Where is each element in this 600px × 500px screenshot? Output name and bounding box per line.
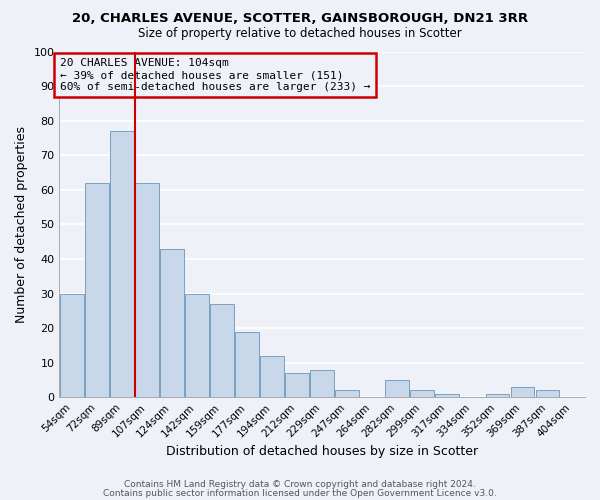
Text: Contains public sector information licensed under the Open Government Licence v3: Contains public sector information licen… bbox=[103, 488, 497, 498]
Y-axis label: Number of detached properties: Number of detached properties bbox=[15, 126, 28, 323]
Bar bbox=[310, 370, 334, 397]
Bar bbox=[260, 356, 284, 397]
Bar bbox=[511, 387, 535, 397]
Text: Contains HM Land Registry data © Crown copyright and database right 2024.: Contains HM Land Registry data © Crown c… bbox=[124, 480, 476, 489]
Bar bbox=[135, 183, 159, 397]
Bar bbox=[85, 183, 109, 397]
Bar bbox=[160, 248, 184, 397]
Bar bbox=[410, 390, 434, 397]
Text: Size of property relative to detached houses in Scotter: Size of property relative to detached ho… bbox=[138, 28, 462, 40]
Bar bbox=[285, 373, 309, 397]
X-axis label: Distribution of detached houses by size in Scotter: Distribution of detached houses by size … bbox=[166, 444, 478, 458]
Bar bbox=[110, 131, 134, 397]
Bar bbox=[185, 294, 209, 397]
Bar bbox=[385, 380, 409, 397]
Bar bbox=[436, 394, 459, 397]
Bar bbox=[210, 304, 234, 397]
Bar bbox=[60, 294, 84, 397]
Bar bbox=[235, 332, 259, 397]
Bar bbox=[335, 390, 359, 397]
Text: 20 CHARLES AVENUE: 104sqm
← 39% of detached houses are smaller (151)
60% of semi: 20 CHARLES AVENUE: 104sqm ← 39% of detac… bbox=[60, 58, 370, 92]
Bar bbox=[485, 394, 509, 397]
Text: 20, CHARLES AVENUE, SCOTTER, GAINSBOROUGH, DN21 3RR: 20, CHARLES AVENUE, SCOTTER, GAINSBOROUG… bbox=[72, 12, 528, 26]
Bar bbox=[536, 390, 559, 397]
